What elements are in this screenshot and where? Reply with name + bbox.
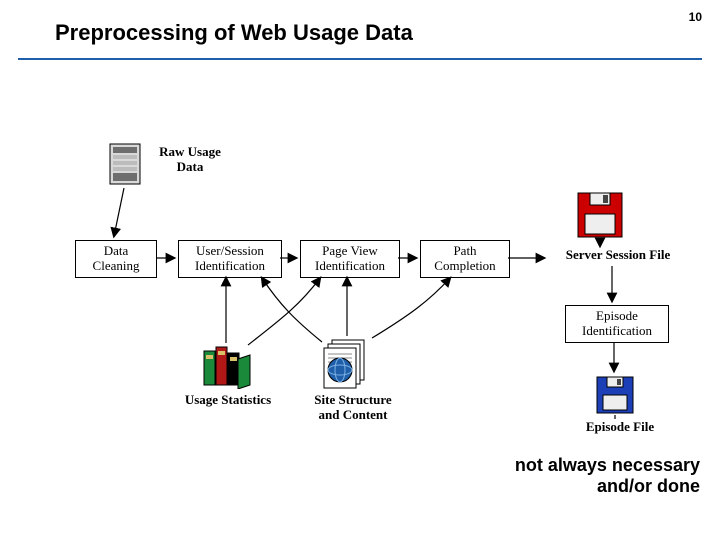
site-content-icon <box>320 338 376 390</box>
raw-usage-label: Raw Usage Data <box>150 145 230 175</box>
floppy-blue-icon <box>595 375 635 415</box>
server-session-file-label: Server Session File <box>548 248 688 263</box>
server-icon <box>108 142 144 186</box>
path-completion-box: Path Completion <box>420 240 510 278</box>
usage-statistics-label: Usage Statistics <box>172 393 284 408</box>
page-number: 10 <box>689 10 702 24</box>
page-title: Preprocessing of Web Usage Data <box>55 20 720 46</box>
episode-file-label: Episode File <box>572 420 668 435</box>
diagram-canvas: Raw Usage Data Data Cleaning User/Sessio… <box>0 60 720 530</box>
site-structure-label: Site Structure and Content <box>300 393 406 423</box>
episode-id-box: Episode Identification <box>565 305 669 343</box>
user-session-id-box: User/Session Identification <box>178 240 282 278</box>
books-icon <box>200 345 252 389</box>
page-view-id-box: Page View Identification <box>300 240 400 278</box>
footnote: not always necessary and/or done <box>470 455 700 497</box>
data-cleaning-box: Data Cleaning <box>75 240 157 278</box>
floppy-red-icon <box>575 190 625 240</box>
